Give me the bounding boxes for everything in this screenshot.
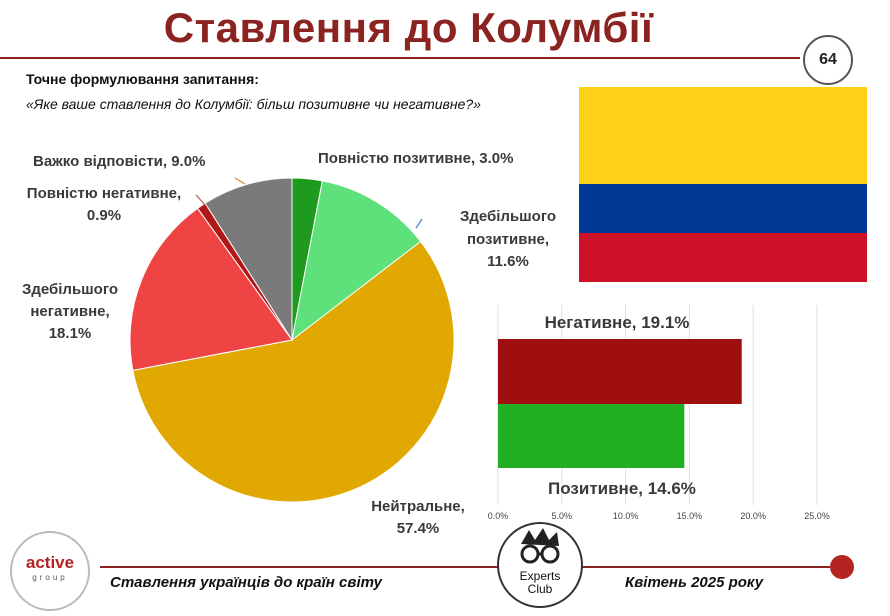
bar-chart <box>498 339 742 468</box>
pie-label-mostly-positive-1: Здебільшого <box>460 208 556 225</box>
logo-active-subtext: group <box>32 573 68 582</box>
bar-tick-label-0: 0.0% <box>488 511 509 521</box>
bar-axis-ticks: 0.0% 5.0% 10.0% 15.0% 20.0% 25.0% <box>488 511 830 521</box>
footer-report-title: Ставлення українців до країн світу <box>110 574 382 591</box>
footer-date: Квітень 2025 року <box>625 574 764 591</box>
bar-tick-label-1: 5.0% <box>552 511 573 521</box>
pie-label-mostly-negative-2: негативне, <box>30 303 109 320</box>
pie-label-neutral-1: Нейтральне, <box>371 498 465 515</box>
bar-tick-label-4: 20.0% <box>740 511 766 521</box>
question-label: Точне формулювання запитання: <box>26 71 259 87</box>
pie-label-fully-negative-1: Повністю негативне, <box>27 185 181 202</box>
logo-active-text: active <box>25 553 75 572</box>
flag-stripe-blue <box>579 184 867 233</box>
pie-slice-2 <box>132 240 455 503</box>
bar-tick-label-2: 10.0% <box>613 511 639 521</box>
flag-stripe-red <box>579 233 867 282</box>
bar-0 <box>498 339 742 404</box>
pie-chart <box>129 177 455 503</box>
pie-label-mostly-negative-3: 18.1% <box>49 325 92 342</box>
pie-label-mostly-positive-3: 11.6% <box>487 253 529 270</box>
pie-label-mostly-negative-1: Здебільшого <box>22 281 118 298</box>
bar-label-positive: Позитивне, 14.6% <box>548 479 696 498</box>
bar-1 <box>498 404 685 468</box>
active-group-logo: active group <box>10 531 90 611</box>
page-title: Ставлення до Колумбії <box>163 4 654 51</box>
pie-label-fully-negative-2: 0.9% <box>87 207 121 224</box>
bar-tick-label-5: 25.0% <box>804 511 830 521</box>
leader-line-2 <box>234 177 246 185</box>
logo-experts-text: Experts <box>519 569 561 583</box>
leader-line-0 <box>415 218 423 229</box>
pie-slice-1 <box>291 180 422 342</box>
colombia-flag <box>579 87 867 282</box>
pie-leader-lines <box>195 177 423 229</box>
footer-divider <box>100 566 830 568</box>
pie-label-fully-positive: Повністю позитивне, 3.0% <box>318 150 513 167</box>
logo-club-text: Club <box>527 582 553 596</box>
pie-label-mostly-positive-2: позитивне, <box>467 231 549 248</box>
question-text: «Яке ваше ставлення до Колумбії: більш п… <box>26 96 481 112</box>
title-divider <box>0 57 800 59</box>
flag-stripe-yellow <box>579 87 867 184</box>
pie-slice-5 <box>204 177 293 342</box>
experts-face-icon <box>520 528 560 564</box>
bar-labels: Негативне, 19.1% Позитивне, 14.6% <box>545 313 696 498</box>
pie-slice-3 <box>129 207 293 371</box>
pie-labels: Повністю позитивне, 3.0% Здебільшого поз… <box>22 150 556 537</box>
bar-tick-label-3: 15.0% <box>677 511 703 521</box>
leader-line-1 <box>195 194 208 208</box>
pie-label-hard-to-say: Важко відповісти, 9.0% <box>33 153 205 170</box>
pie-label-neutral-2: 57.4% <box>397 520 440 537</box>
experts-club-logo: Experts Club <box>497 522 583 608</box>
bar-label-negative: Негативне, 19.1% <box>545 313 690 332</box>
decorative-red-dot <box>830 555 854 579</box>
page-number-badge: 64 <box>803 35 853 85</box>
